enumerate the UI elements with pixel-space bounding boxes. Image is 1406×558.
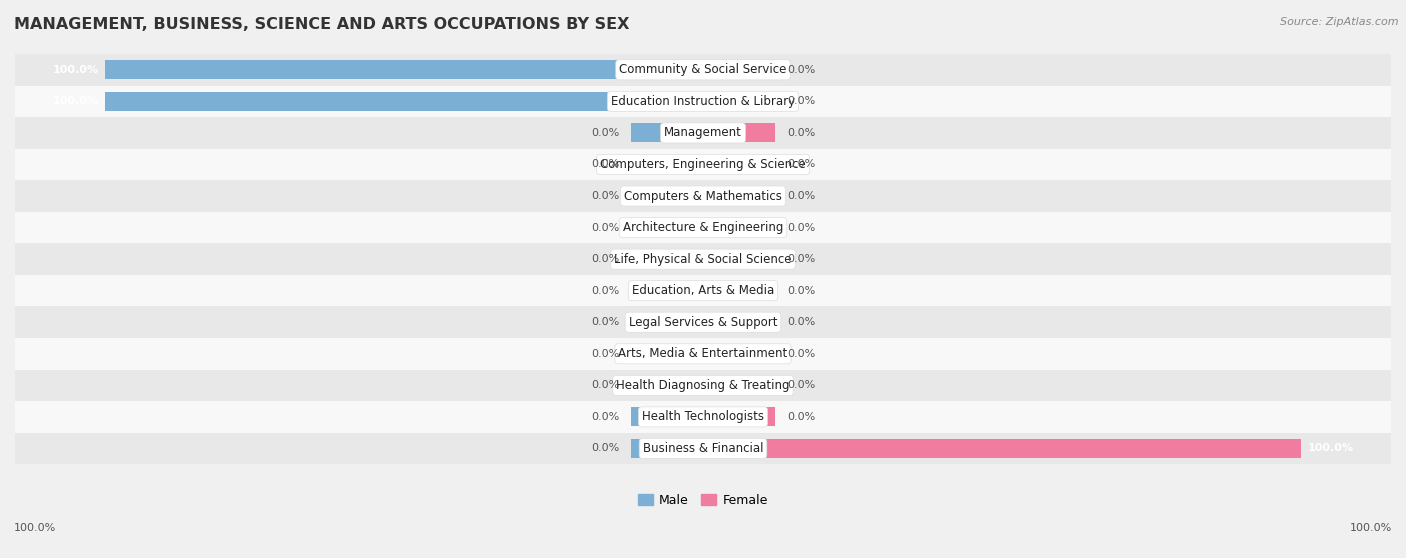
Bar bbox=[15, 149, 1391, 180]
Bar bbox=[104, 92, 703, 111]
Bar bbox=[703, 281, 775, 300]
Text: 0.0%: 0.0% bbox=[787, 65, 815, 75]
Bar bbox=[703, 344, 775, 363]
Text: 100.0%: 100.0% bbox=[14, 523, 56, 533]
Text: 0.0%: 0.0% bbox=[787, 318, 815, 327]
Text: 0.0%: 0.0% bbox=[591, 128, 619, 138]
Text: 0.0%: 0.0% bbox=[787, 412, 815, 422]
Bar bbox=[15, 212, 1391, 243]
Bar bbox=[631, 123, 703, 142]
Text: 100.0%: 100.0% bbox=[53, 97, 98, 107]
Text: Legal Services & Support: Legal Services & Support bbox=[628, 316, 778, 329]
Text: Computers & Mathematics: Computers & Mathematics bbox=[624, 190, 782, 203]
Bar bbox=[703, 123, 775, 142]
Text: Computers, Engineering & Science: Computers, Engineering & Science bbox=[600, 158, 806, 171]
Text: Community & Social Service: Community & Social Service bbox=[619, 64, 787, 76]
Text: 0.0%: 0.0% bbox=[591, 381, 619, 391]
Legend: Male, Female: Male, Female bbox=[638, 494, 768, 507]
Bar bbox=[15, 369, 1391, 401]
Text: Education Instruction & Library: Education Instruction & Library bbox=[612, 95, 794, 108]
Bar bbox=[631, 186, 703, 205]
Text: 100.0%: 100.0% bbox=[1350, 523, 1392, 533]
Text: Education, Arts & Media: Education, Arts & Media bbox=[631, 284, 775, 297]
Text: Life, Physical & Social Science: Life, Physical & Social Science bbox=[614, 253, 792, 266]
Text: 0.0%: 0.0% bbox=[787, 160, 815, 170]
Bar bbox=[703, 439, 1302, 458]
Bar bbox=[703, 92, 775, 111]
Bar bbox=[631, 407, 703, 426]
Bar bbox=[703, 249, 775, 268]
Text: 0.0%: 0.0% bbox=[591, 286, 619, 296]
Bar bbox=[631, 313, 703, 331]
Bar bbox=[15, 180, 1391, 212]
Text: 0.0%: 0.0% bbox=[591, 223, 619, 233]
Bar bbox=[631, 344, 703, 363]
Text: 0.0%: 0.0% bbox=[787, 349, 815, 359]
Text: 0.0%: 0.0% bbox=[787, 223, 815, 233]
Text: Health Diagnosing & Treating: Health Diagnosing & Treating bbox=[616, 379, 790, 392]
Text: 0.0%: 0.0% bbox=[591, 349, 619, 359]
Text: 0.0%: 0.0% bbox=[591, 318, 619, 327]
Bar bbox=[15, 243, 1391, 275]
Bar bbox=[703, 407, 775, 426]
Text: 0.0%: 0.0% bbox=[787, 191, 815, 201]
Bar bbox=[703, 376, 775, 395]
Bar bbox=[703, 218, 775, 237]
Bar bbox=[631, 218, 703, 237]
Bar bbox=[15, 401, 1391, 432]
Bar bbox=[15, 275, 1391, 306]
Text: Architecture & Engineering: Architecture & Engineering bbox=[623, 221, 783, 234]
Text: 0.0%: 0.0% bbox=[591, 412, 619, 422]
Bar bbox=[15, 338, 1391, 369]
Text: MANAGEMENT, BUSINESS, SCIENCE AND ARTS OCCUPATIONS BY SEX: MANAGEMENT, BUSINESS, SCIENCE AND ARTS O… bbox=[14, 17, 630, 32]
Text: Management: Management bbox=[664, 127, 742, 140]
Bar bbox=[703, 186, 775, 205]
Text: 0.0%: 0.0% bbox=[787, 97, 815, 107]
Bar bbox=[703, 155, 775, 174]
Bar bbox=[15, 117, 1391, 149]
Text: 0.0%: 0.0% bbox=[591, 191, 619, 201]
Bar bbox=[15, 54, 1391, 85]
Text: Business & Financial: Business & Financial bbox=[643, 442, 763, 455]
Text: Arts, Media & Entertainment: Arts, Media & Entertainment bbox=[619, 347, 787, 360]
Text: Source: ZipAtlas.com: Source: ZipAtlas.com bbox=[1281, 17, 1399, 27]
Bar bbox=[631, 155, 703, 174]
Bar bbox=[631, 249, 703, 268]
Bar bbox=[703, 313, 775, 331]
Text: 0.0%: 0.0% bbox=[591, 160, 619, 170]
Text: 0.0%: 0.0% bbox=[787, 128, 815, 138]
Bar bbox=[15, 85, 1391, 117]
Text: Health Technologists: Health Technologists bbox=[643, 410, 763, 424]
Bar bbox=[15, 432, 1391, 464]
Bar bbox=[631, 376, 703, 395]
Text: 100.0%: 100.0% bbox=[1308, 444, 1353, 454]
Text: 0.0%: 0.0% bbox=[591, 254, 619, 264]
Bar bbox=[631, 281, 703, 300]
Bar bbox=[703, 60, 775, 79]
Bar bbox=[104, 60, 703, 79]
Text: 100.0%: 100.0% bbox=[53, 65, 98, 75]
Bar bbox=[15, 306, 1391, 338]
Text: 0.0%: 0.0% bbox=[787, 286, 815, 296]
Text: 0.0%: 0.0% bbox=[787, 254, 815, 264]
Bar bbox=[631, 439, 703, 458]
Text: 0.0%: 0.0% bbox=[591, 444, 619, 454]
Text: 0.0%: 0.0% bbox=[787, 381, 815, 391]
